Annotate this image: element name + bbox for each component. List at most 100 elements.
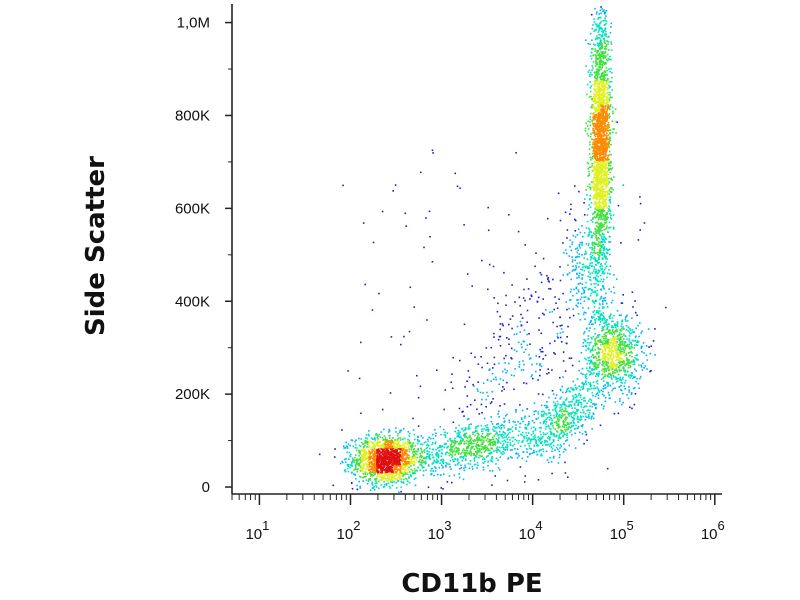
event-dot: [620, 314, 622, 316]
event-dot: [634, 340, 637, 342]
event-dot: [601, 233, 604, 236]
event-dot: [424, 460, 427, 463]
event-dot: [432, 456, 434, 459]
event-dot: [530, 375, 533, 378]
event-dot: [616, 366, 618, 368]
event-dot: [552, 439, 555, 441]
event-dot: [598, 200, 601, 202]
event-dot: [526, 321, 528, 323]
event-dot: [601, 403, 603, 406]
event-dot: [627, 361, 630, 364]
event-dot: [609, 317, 611, 320]
event-dot: [613, 369, 616, 371]
event-dot: [594, 263, 597, 266]
event-dot: [481, 455, 483, 457]
event-dot: [524, 424, 527, 426]
event-dot: [603, 362, 605, 365]
event-dot: [618, 332, 621, 334]
event-dot: [411, 472, 414, 475]
event-dot: [560, 406, 563, 408]
event-dot: [360, 464, 362, 467]
event-dot: [468, 426, 470, 428]
event-dot: [490, 457, 493, 459]
event-dot: [420, 447, 422, 450]
event-dot: [595, 282, 598, 285]
event-dot: [599, 229, 602, 231]
event-dot: [614, 367, 617, 370]
event-dot: [585, 252, 588, 255]
event-dot: [414, 438, 416, 441]
event-dot: [589, 116, 592, 118]
event-dot: [587, 335, 590, 337]
event-dot: [600, 53, 603, 55]
event-dot: [542, 450, 545, 453]
event-dot: [460, 439, 462, 442]
event-dot: [581, 254, 583, 256]
event-dot: [612, 372, 614, 375]
event-dot: [554, 397, 557, 399]
event-dot: [594, 183, 596, 186]
event-dot: [412, 471, 414, 474]
event-dot: [553, 404, 555, 407]
event-dot: [584, 232, 586, 234]
event-dot: [599, 60, 601, 62]
event-dot: [587, 175, 589, 177]
event-dot: [607, 383, 609, 386]
event-dot: [620, 343, 622, 345]
event-dot: [549, 417, 552, 419]
event-dot: [389, 479, 392, 482]
event-dot: [478, 448, 481, 450]
event-dot: [563, 426, 565, 428]
event-dot: [618, 368, 621, 371]
event-dot: [414, 451, 417, 453]
event-dot: [469, 463, 472, 465]
event-dot: [528, 421, 530, 423]
event-dot: [617, 337, 620, 340]
event-dot: [605, 341, 608, 343]
event-dot: [564, 430, 567, 433]
event-dot: [367, 440, 369, 443]
event-dot: [371, 483, 373, 485]
event-dot: [583, 338, 585, 341]
event-dot: [627, 375, 630, 378]
event-dot: [579, 396, 582, 398]
event-dot: [396, 478, 399, 481]
event-dot: [362, 473, 364, 475]
event-dot: [592, 186, 595, 189]
event-dot: [606, 194, 608, 196]
event-dot: [540, 453, 543, 455]
event-dot: [453, 439, 455, 442]
event-dot: [604, 346, 607, 349]
event-dot: [589, 253, 592, 256]
event-dot: [513, 333, 516, 336]
event-dot: [602, 285, 605, 287]
event-dot: [602, 181, 605, 183]
event-dot: [606, 59, 609, 62]
event-dot: [552, 457, 555, 459]
event-dot: [576, 415, 579, 418]
event-dot: [602, 280, 604, 283]
event-dot: [589, 367, 591, 370]
event-dot: [627, 370, 629, 373]
event-dot: [470, 454, 472, 457]
event-dot: [594, 222, 597, 224]
event-dot: [608, 177, 610, 180]
event-dot: [618, 386, 621, 388]
event-dot: [354, 474, 356, 477]
event-dot: [458, 443, 461, 445]
event-dot: [535, 440, 538, 442]
event-dot: [622, 340, 624, 343]
event-dot: [591, 120, 593, 122]
event-dot: [604, 191, 607, 193]
event-dot: [426, 450, 428, 452]
event-dot: [604, 95, 606, 98]
event-dot: [563, 404, 566, 406]
event-dot: [505, 414, 507, 417]
event-dot: [608, 86, 611, 89]
event-dot: [460, 442, 463, 445]
event-dot: [620, 333, 623, 336]
event-dot: [559, 336, 562, 339]
event-dot: [609, 162, 611, 164]
event-dot: [592, 354, 594, 356]
event-dot: [510, 428, 512, 430]
